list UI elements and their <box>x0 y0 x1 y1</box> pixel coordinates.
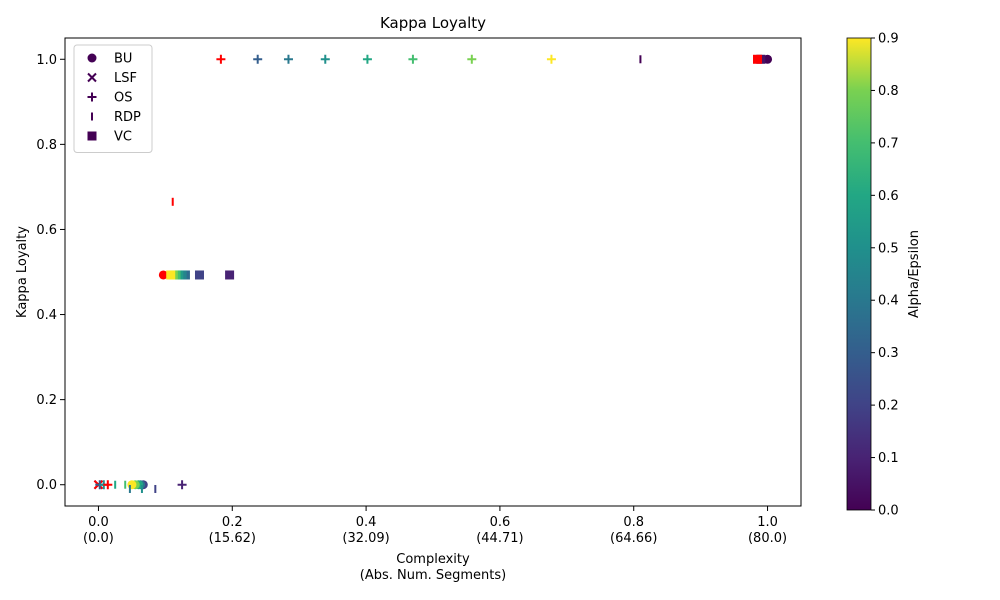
y-axis: 0.0 0.2 0.4 0.6 0.8 1.0 <box>36 53 65 493</box>
x-axis: 0.0 (0.0) 0.2 (15.62) 0.4 (32.09) 0.6 (44.71) 0.… <box>83 506 787 546</box>
plot-area <box>64 37 802 507</box>
colorbar-tick-label: 0.8 <box>878 84 899 99</box>
colorbar-tick-label: 0.9 <box>878 32 899 47</box>
x-tick-label: 0.0 (0.0) <box>83 515 114 546</box>
y-tick-label: 0.8 <box>36 138 57 153</box>
point-bu <box>158 270 168 280</box>
chart-title: Kappa Loyalty <box>380 14 486 32</box>
y-tick-label: 0.2 <box>36 393 57 408</box>
colorbar-tick-label: 0.6 <box>878 189 899 204</box>
point-os <box>362 54 372 64</box>
point-vc <box>194 270 204 280</box>
x-axis-label: Complexity (Abs. Num. Segments) <box>360 552 507 583</box>
point-os <box>320 54 330 64</box>
legend-marker-vc <box>87 131 97 141</box>
colorbar-tick-label: 0.2 <box>878 399 899 414</box>
colorbar-tick-label: 0.0 <box>878 504 899 519</box>
point-os <box>283 54 293 64</box>
legend-label: OS <box>114 91 132 106</box>
legend-marker-os <box>87 92 97 102</box>
point-os <box>103 480 113 490</box>
legend-marker-lsf <box>87 72 97 83</box>
x-tick-label: 0.4 (32.09) <box>342 515 389 546</box>
x-tick-label: 0.6 (44.71) <box>476 515 523 546</box>
legend-label: RDP <box>114 110 141 125</box>
legend-label: VC <box>114 130 132 145</box>
point-vc <box>225 270 235 280</box>
point-os <box>546 54 556 64</box>
x-tick-label: 1.0 (80.0) <box>748 515 787 546</box>
legend-box <box>73 44 153 153</box>
point-os <box>467 54 477 64</box>
point-os <box>253 54 263 64</box>
colorbar-tick-label: 0.4 <box>878 294 899 309</box>
y-tick-label: 1.0 <box>36 53 57 68</box>
point-bu <box>127 480 137 490</box>
legend: BU LSF OS RDP VC <box>73 44 153 153</box>
legend-label: BU <box>114 52 132 67</box>
y-tick-label: 0.0 <box>36 478 57 493</box>
colorbar-gradient <box>846 37 872 511</box>
point-vc <box>753 54 763 64</box>
point-os <box>177 480 187 490</box>
x-tick-label: 0.2 (15.62) <box>209 515 256 546</box>
colorbar-tick-label: 0.3 <box>878 346 899 361</box>
y-tick-label: 0.4 <box>36 308 57 323</box>
colorbar-tick-label: 0.1 <box>878 451 899 466</box>
point-os <box>216 54 226 64</box>
data-points <box>93 54 773 493</box>
x-tick-label: 0.8 (64.66) <box>610 515 657 546</box>
y-axis-label: Kappa Loyalty <box>15 226 30 318</box>
y-tick-label: 0.6 <box>36 223 57 238</box>
colorbar-tick-label: 0.5 <box>878 241 899 256</box>
colorbar-label: Alpha/Epsilon <box>907 230 922 318</box>
colorbar: 0.0 0.1 0.2 0.3 0.4 0.5 0.6 0.7 0.8 0.9 Alpha/Epsi… <box>846 32 922 519</box>
legend-label: LSF <box>114 71 137 86</box>
point-vc <box>166 270 176 280</box>
colorbar-tick-label: 0.7 <box>878 136 899 151</box>
point-os <box>408 54 418 64</box>
legend-marker-bu <box>87 53 97 63</box>
